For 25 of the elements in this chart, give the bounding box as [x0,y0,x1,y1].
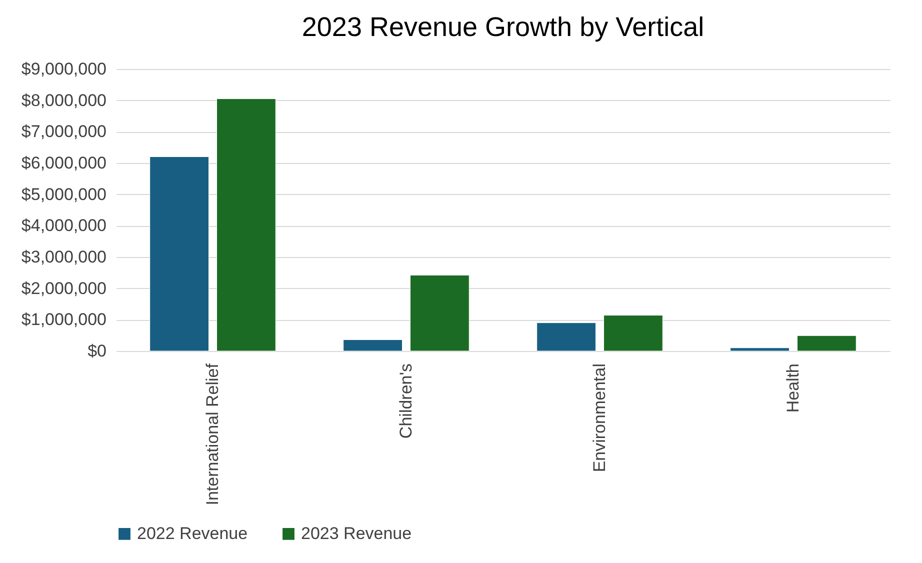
bar [536,322,596,352]
bar [410,274,470,352]
y-tick-label: $2,000,000 [21,278,106,298]
legend-label: 2023 Revenue [301,524,412,543]
y-tick-label: $8,000,000 [21,90,106,110]
y-tick-label: $9,000,000 [21,60,106,78]
bar [730,348,790,352]
y-tick-label: $0 [88,342,106,360]
x-tick-label: Health [783,364,802,413]
y-tick-label: $6,000,000 [21,154,106,172]
y-tick-label: $5,000,000 [21,184,106,204]
bar [797,335,856,352]
bar [604,315,663,352]
x-tick-label: Environmental [590,364,609,472]
y-tick-label: $1,000,000 [21,310,106,330]
x-tick-label: International Relief [202,363,222,506]
x-tick-label: Children's [396,364,416,439]
bar [343,339,402,352]
legend-label: 2022 Revenue [137,524,248,543]
y-tick-label: $4,000,000 [21,216,106,236]
bar [216,98,276,352]
y-tick-label: $7,000,000 [21,122,106,142]
bar [150,156,209,352]
y-tick-label: $3,000,000 [21,248,106,266]
chart-title: 2023 Revenue Growth by Vertical [302,12,704,42]
